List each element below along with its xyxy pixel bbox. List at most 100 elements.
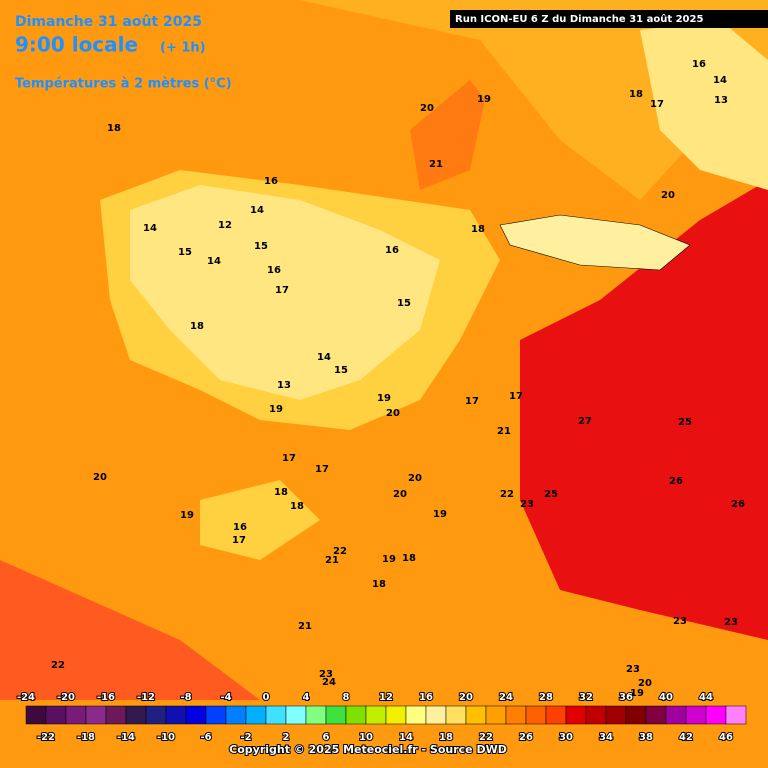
time: 9:00 locale	[15, 33, 138, 57]
colorbar: -24-22-20-18-16-14-12-10-8-6-4-202468101…	[16, 691, 747, 744]
contour-label: 20	[408, 473, 422, 484]
warm-patch	[410, 80, 485, 190]
north-zone	[0, 0, 768, 200]
contour-label: 21	[325, 555, 339, 566]
color-swatch	[125, 705, 147, 725]
scale-label: 36	[619, 692, 633, 703]
contour-label: 20	[93, 472, 107, 483]
contour-label: 18	[107, 123, 121, 134]
color-swatch	[485, 705, 507, 725]
date: Dimanche 31 août 2025	[15, 14, 202, 30]
contour-label: 23	[520, 499, 534, 510]
contour-label: 19	[377, 393, 391, 404]
contour-label: 14	[317, 352, 331, 363]
color-swatch	[585, 705, 607, 725]
scale-label: -18	[77, 732, 95, 743]
color-swatch	[305, 705, 327, 725]
contour-label: 18	[629, 89, 643, 100]
color-swatch	[365, 705, 387, 725]
color-swatch	[625, 705, 647, 725]
contour-label: 18	[290, 501, 304, 512]
color-swatch	[445, 705, 467, 725]
contour-label: 14	[250, 205, 264, 216]
color-swatch	[85, 705, 107, 725]
contour-label: 20	[638, 678, 652, 689]
contour-label: 19	[477, 94, 491, 105]
scale-label: 42	[679, 732, 693, 743]
scale-label: 12	[379, 692, 393, 703]
contour-label: 14	[207, 256, 221, 267]
copyright: Copyright © 2025 Meteociel.fr - Source D…	[229, 743, 507, 756]
contour-label: 17	[509, 391, 523, 402]
contour-label: 16	[264, 176, 278, 187]
field: Températures à 2 mètres (°C)	[15, 77, 232, 92]
scale-label: -8	[180, 692, 191, 703]
scale-label: 32	[579, 692, 593, 703]
offset: (+ 1h)	[160, 41, 206, 56]
scale-label: 10	[359, 732, 373, 743]
color-swatch	[505, 705, 527, 725]
contour-label: 17	[275, 285, 289, 296]
scale-label: 26	[519, 732, 533, 743]
contour-label: 20	[393, 489, 407, 500]
color-swatch	[645, 705, 667, 725]
contour-label: 23	[626, 664, 640, 675]
scale-label: -10	[157, 732, 175, 743]
scale-label: -16	[97, 692, 115, 703]
scale-label: -24	[17, 692, 35, 703]
contour-label: 20	[420, 103, 434, 114]
contour-label: 16	[267, 265, 281, 276]
scale-label: -14	[117, 732, 135, 743]
color-swatch	[605, 705, 627, 725]
contour-label: 20	[661, 190, 675, 201]
contour-label: 14	[713, 75, 727, 86]
scale-label: 34	[599, 732, 613, 743]
contour-label: 23	[319, 669, 333, 680]
contour-label: 24	[322, 677, 336, 688]
contour-label: 18	[372, 579, 386, 590]
color-swatch	[25, 705, 47, 725]
color-swatch	[465, 705, 487, 725]
color-swatch	[265, 705, 287, 725]
contour-label: 15	[334, 365, 348, 376]
contour-label: 17	[315, 464, 329, 475]
color-swatch	[345, 705, 367, 725]
scale-label: 16	[419, 692, 433, 703]
contour-label: 21	[497, 426, 511, 437]
contour-label: 27	[578, 416, 592, 427]
contour-label: 19	[433, 509, 447, 520]
contour-label: 19	[180, 510, 194, 521]
contour-label: 16	[385, 245, 399, 256]
run-banner	[450, 10, 768, 28]
color-swatch	[565, 705, 587, 725]
pyrenees	[499, 214, 691, 271]
color-swatch	[665, 705, 687, 725]
contour-label: 15	[254, 241, 268, 252]
color-swatch	[45, 705, 67, 725]
contour-label: 26	[669, 476, 683, 487]
color-swatch	[105, 705, 127, 725]
scale-label: -2	[240, 732, 251, 743]
contour-label: 25	[544, 489, 558, 500]
contour-label: 19	[630, 688, 644, 699]
scale-label: 8	[343, 692, 350, 703]
color-swatch	[385, 705, 407, 725]
contour-label: 18	[274, 487, 288, 498]
contour-label: 25	[678, 417, 692, 428]
color-swatch	[185, 705, 207, 725]
color-swatch	[245, 705, 267, 725]
plateau	[130, 185, 440, 400]
scale-label: -4	[220, 692, 231, 703]
contour-label: 18	[190, 321, 204, 332]
sierra-morena	[200, 480, 320, 560]
scale-label: 22	[479, 732, 493, 743]
contour-label: 13	[277, 380, 291, 391]
contour-label: 17	[232, 535, 246, 546]
contour-label: 21	[429, 159, 443, 170]
contour-label: 15	[397, 298, 411, 309]
contour-label: 16	[692, 59, 706, 70]
scale-label: 28	[539, 692, 553, 703]
contour-label: 26	[731, 499, 745, 510]
scale-label: 38	[639, 732, 653, 743]
